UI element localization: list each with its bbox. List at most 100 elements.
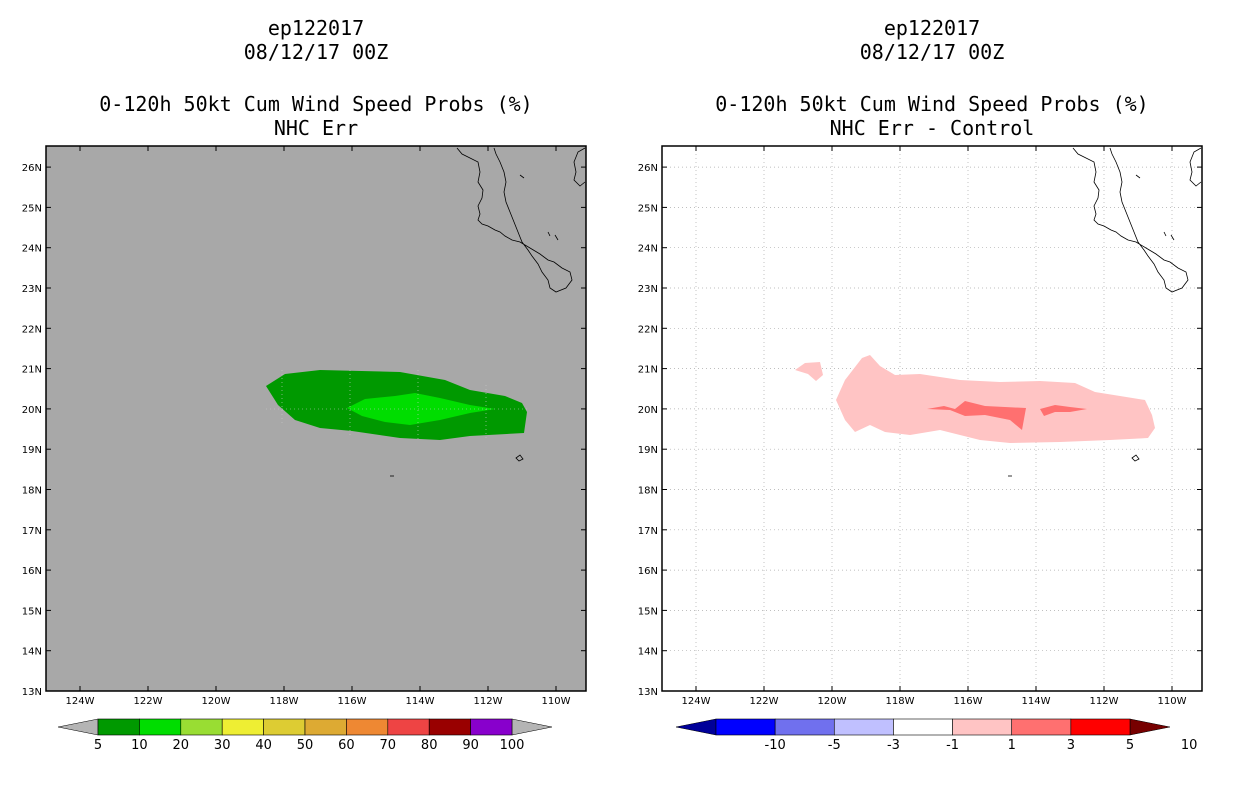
right-colorbar-label: -3 xyxy=(887,738,900,753)
right-panel-subtitle: 0-120h 50kt Cum Wind Speed Probs (%) NHC… xyxy=(662,92,1202,140)
left-subtitle: NHC Err xyxy=(273,116,359,140)
left-colorbar-swatch xyxy=(139,718,182,736)
right-colorbar-label: 1 xyxy=(1008,738,1016,753)
right-lat-label: 23N xyxy=(638,284,658,295)
left-colorbar: 5 10 20 30 40 50 60 70 80 90 100 xyxy=(57,718,553,753)
right-lat-label: 15N xyxy=(638,606,658,617)
right-lat-label: 14N xyxy=(638,647,658,658)
left-colorbar-label: 30 xyxy=(214,738,231,753)
right-map: 13N 14N 15N 16N 17N 18N 19N 20N 21N 22N 23N 24N 25N 2… xyxy=(638,145,1203,707)
right-panel-title: ep122017 08/12/17 00Z xyxy=(662,16,1202,64)
left-colorbar-label: 20 xyxy=(173,738,190,753)
right-lat-label: 20N xyxy=(638,405,658,416)
left-colorbar-label: 60 xyxy=(338,738,355,753)
left-colorbar-label: 70 xyxy=(380,738,397,753)
right-subtitle: NHC Err - Control xyxy=(829,116,1035,140)
left-panel-subtitle: 0-120h 50kt Cum Wind Speed Probs (%) NHC… xyxy=(46,92,586,140)
right-coastline-mainland xyxy=(1189,147,1202,187)
left-product: 0-120h 50kt Cum Wind Speed Probs (%) xyxy=(99,92,533,116)
left-map: 13N 14N 15N 16N 17N 18N 19N 20N 21N 22N 23N 24N 25N 2… xyxy=(22,145,587,707)
left-colorbar-label: 100 xyxy=(500,738,525,753)
left-lat-label: 26N xyxy=(22,163,42,174)
left-colorbar-over-arrow xyxy=(511,718,553,736)
right-lat-label: 21N xyxy=(638,365,658,376)
left-colorbar-swatch xyxy=(346,718,389,736)
left-lat-label: 24N xyxy=(22,244,42,255)
right-colorbar-swatch xyxy=(833,718,894,736)
right-colorbar-label: 5 xyxy=(1126,738,1134,753)
left-lat-label: 20N xyxy=(22,405,42,416)
left-island-socorro xyxy=(515,454,524,462)
right-lat-axis: 13N 14N 15N 16N 17N 18N 19N 20N 21N 22N 23N 24N 25N 2… xyxy=(638,163,1202,698)
left-lat-label: 17N xyxy=(22,526,42,537)
left-lat-label: 21N xyxy=(22,365,42,376)
right-lon-axis: 124W 122W 120W 118W 116W 114W 112W 110W xyxy=(682,146,1187,707)
left-colorbar-label: 40 xyxy=(255,738,272,753)
left-lon-label: 116W xyxy=(338,696,367,707)
left-lat-label: 13N xyxy=(22,687,42,698)
left-colorbar-swatch xyxy=(304,718,347,736)
right-colorbar-label: -1 xyxy=(946,738,959,753)
right-colorbar-label: 10 xyxy=(1181,738,1198,753)
right-colorbar-swatch xyxy=(1011,718,1072,736)
left-colorbar-label: 50 xyxy=(297,738,314,753)
left-coast-fragment xyxy=(519,174,559,241)
left-lon-axis: 124W 122W 120W 118W 116W 114W 112W 110W xyxy=(66,146,571,707)
right-colorbar-label: -5 xyxy=(828,738,841,753)
right-lat-label: 19N xyxy=(638,445,658,456)
right-colorbar-swatch xyxy=(1070,718,1131,736)
right-lat-label: 26N xyxy=(638,163,658,174)
left-lon-label: 112W xyxy=(474,696,503,707)
left-colorbar-label: 10 xyxy=(131,738,148,753)
left-coastline-mainland xyxy=(573,147,586,187)
left-lat-label: 16N xyxy=(22,566,42,577)
left-colorbar-label: 80 xyxy=(421,738,438,753)
left-colorbar-swatch xyxy=(428,718,471,736)
right-diff-field-1-3-blob xyxy=(795,362,823,381)
left-lon-label: 122W xyxy=(134,696,163,707)
right-lat-label: 18N xyxy=(638,486,658,497)
right-lon-label: 116W xyxy=(954,696,983,707)
right-lon-label: 120W xyxy=(818,696,847,707)
right-lon-label: 124W xyxy=(682,696,711,707)
right-storm-id: ep122017 xyxy=(883,16,981,40)
left-colorbar-label: 5 xyxy=(94,738,102,753)
right-coastline-baja xyxy=(1072,147,1189,293)
left-lat-label: 14N xyxy=(22,647,42,658)
left-colorbar-swatch xyxy=(263,718,306,736)
right-lon-label: 114W xyxy=(1022,696,1051,707)
right-island-socorro xyxy=(1131,454,1140,462)
left-lat-label: 22N xyxy=(22,324,42,335)
left-colorbar-under-arrow xyxy=(57,718,99,736)
left-date: 08/12/17 00Z xyxy=(243,40,389,64)
right-lat-label: 25N xyxy=(638,203,658,214)
left-panel-title: ep122017 08/12/17 00Z xyxy=(46,16,586,64)
right-lon-label: 122W xyxy=(750,696,779,707)
left-lat-axis: 13N 14N 15N 16N 17N 18N 19N 20N 21N 22N 23N 24N 25N 2… xyxy=(22,163,586,698)
left-colorbar-label: 90 xyxy=(462,738,479,753)
right-lat-label: 17N xyxy=(638,526,658,537)
right-map-frame xyxy=(661,145,1203,692)
right-lon-label: 112W xyxy=(1090,696,1119,707)
right-diff-field-1-3 xyxy=(836,355,1155,443)
left-lon-label: 120W xyxy=(202,696,231,707)
left-lon-label: 124W xyxy=(66,696,95,707)
left-colorbar-swatch xyxy=(97,718,140,736)
right-colorbar-label: 3 xyxy=(1067,738,1075,753)
left-coastline-baja xyxy=(456,147,573,293)
left-lat-label: 23N xyxy=(22,284,42,295)
left-storm-id: ep122017 xyxy=(267,16,365,40)
right-colorbar-over-arrow xyxy=(1129,718,1171,736)
right-colorbar-swatch xyxy=(952,718,1013,736)
left-lat-label: 15N xyxy=(22,606,42,617)
right-lon-label: 118W xyxy=(886,696,915,707)
left-colorbar-swatch xyxy=(180,718,223,736)
right-date: 08/12/17 00Z xyxy=(859,40,1005,64)
left-lat-label: 25N xyxy=(22,203,42,214)
right-diff-field-3-5b xyxy=(1040,405,1087,416)
left-lat-label: 18N xyxy=(22,486,42,497)
left-colorbar-swatch xyxy=(470,718,513,736)
right-colorbar: -10 -5 -3 -1 1 3 5 10 xyxy=(675,718,1198,753)
right-lat-label: 24N xyxy=(638,244,658,255)
